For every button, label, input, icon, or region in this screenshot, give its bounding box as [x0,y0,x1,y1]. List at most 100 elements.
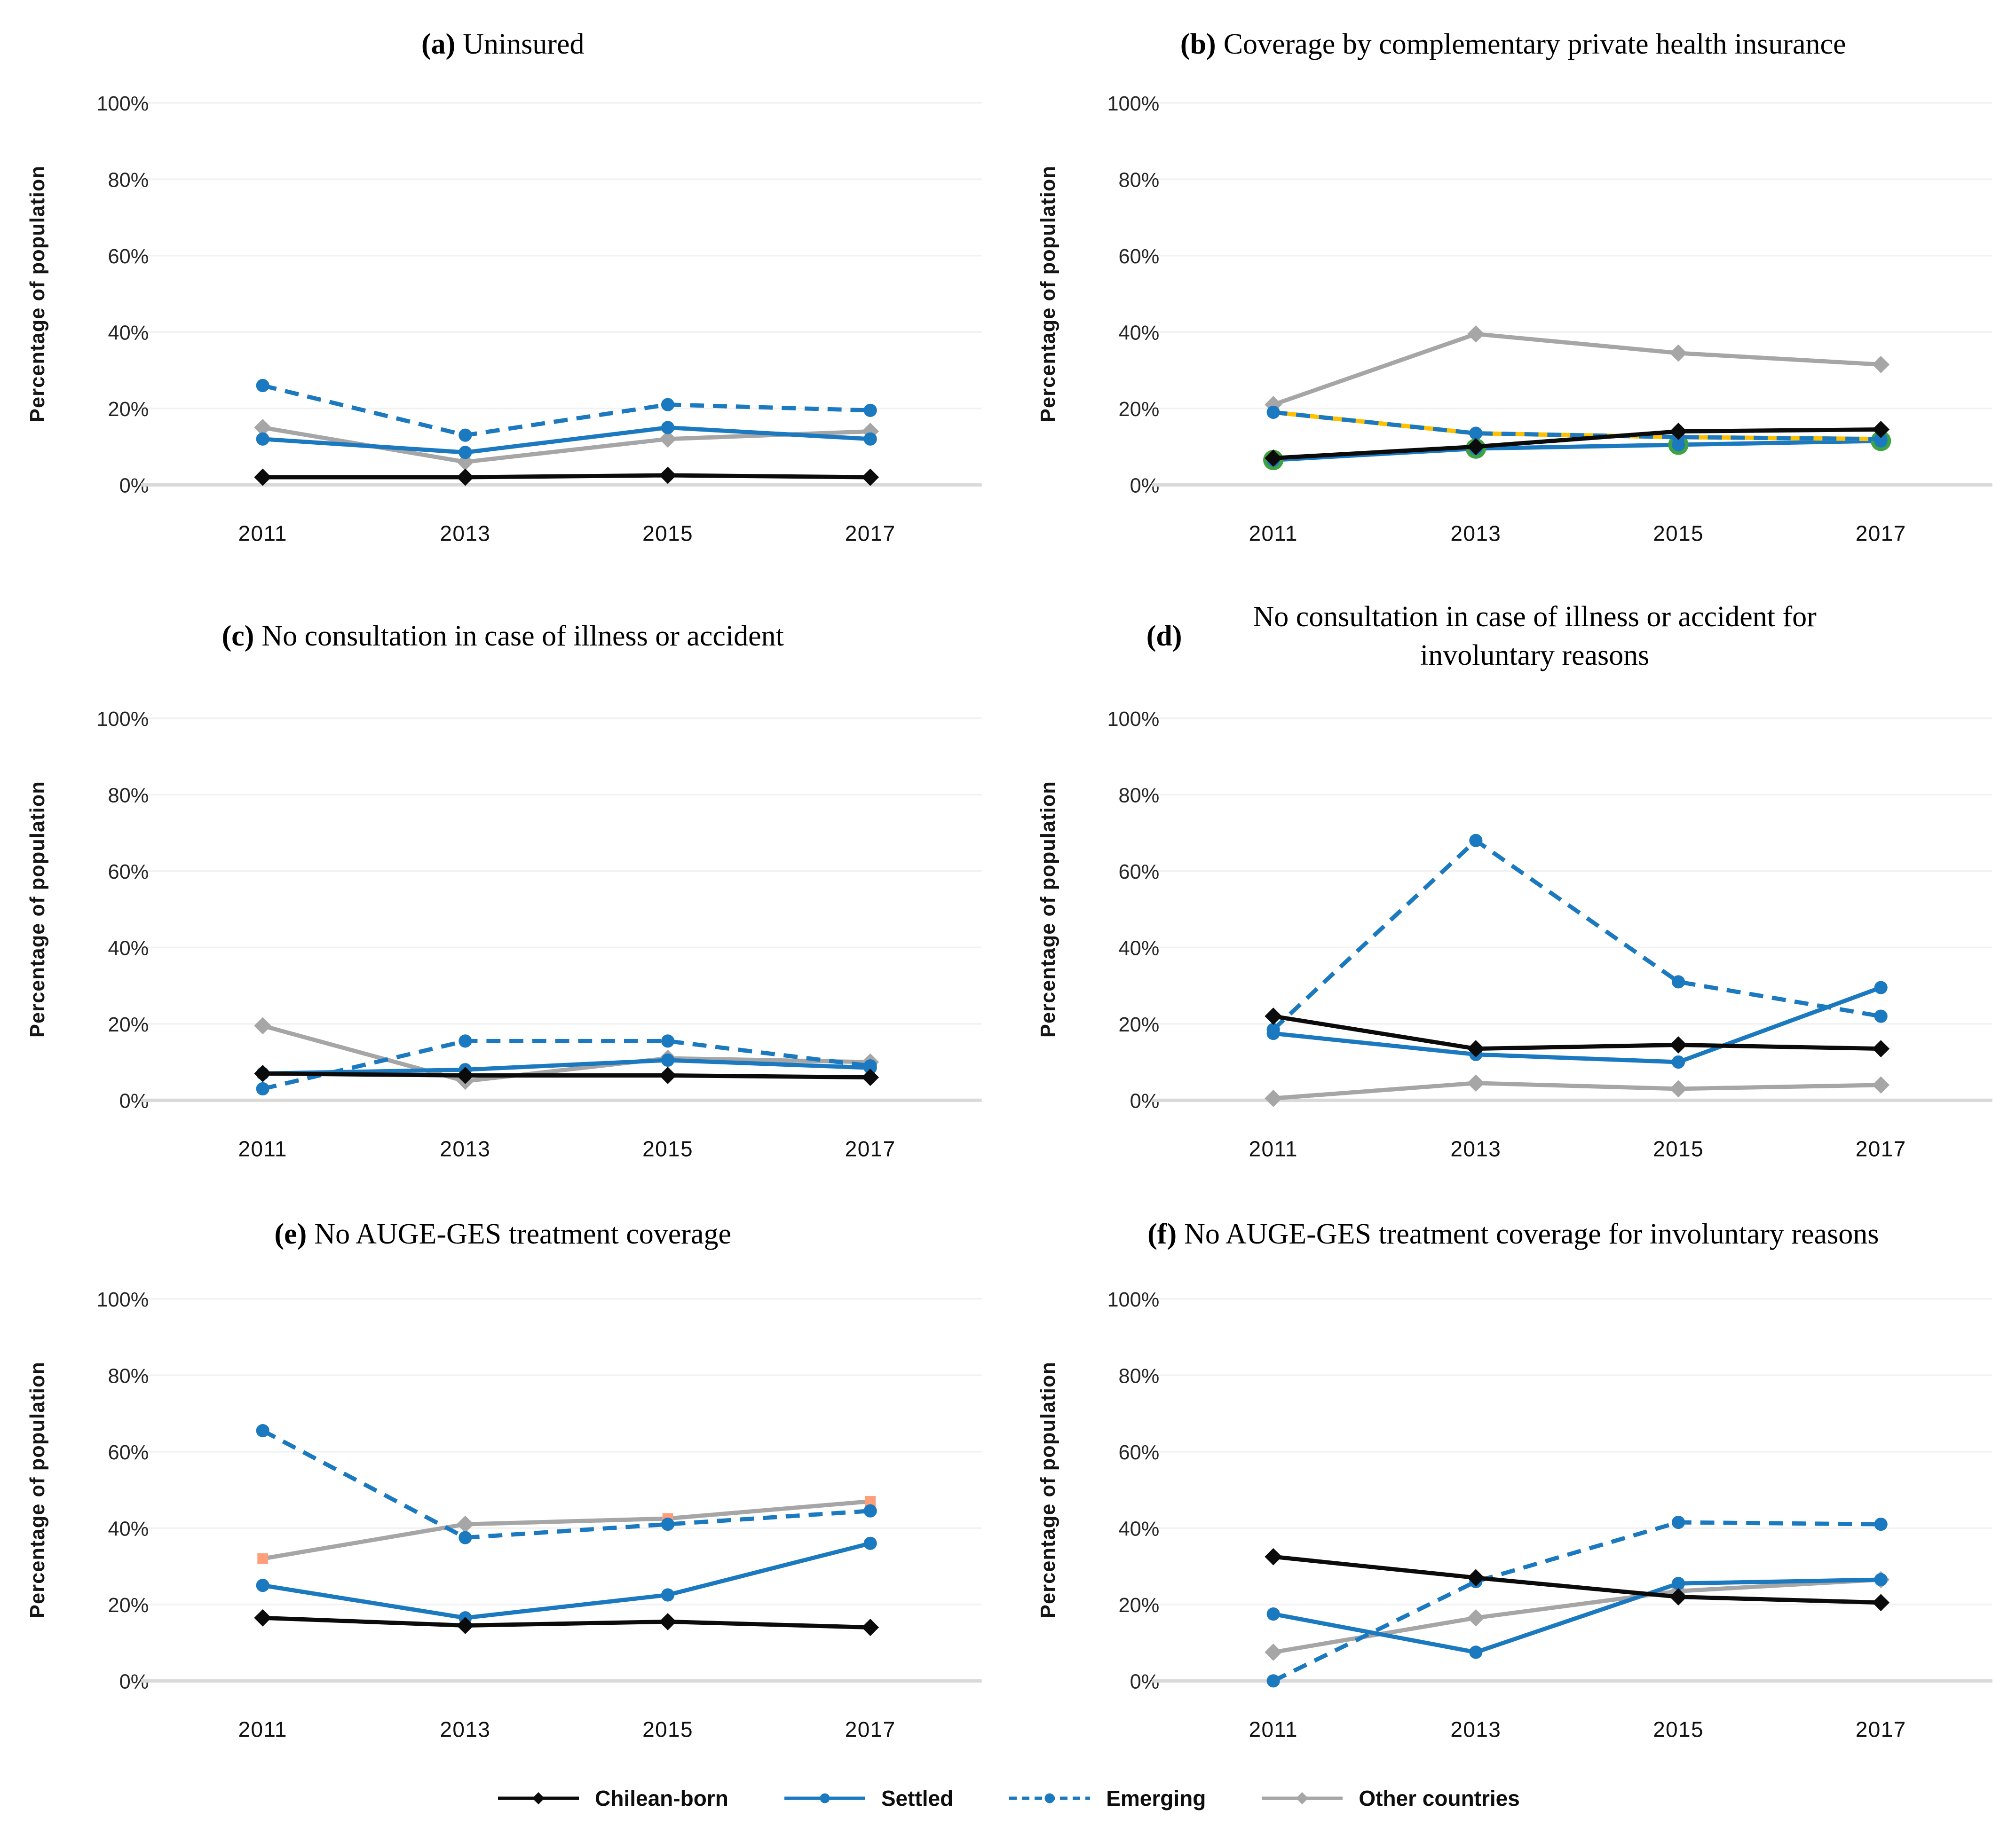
x-tick-label: 2017 [845,1717,896,1741]
series-emerging-markers-c [256,1034,877,1096]
x-tick-label: 2017 [1855,1717,1906,1741]
x-tick-label: 2017 [845,1137,896,1161]
series-settled-line-a [262,425,870,455]
marker-emerging-2015-f [1671,1515,1685,1529]
y-tick-label: 40% [1118,1518,1159,1540]
series-emerging-markers-b [1266,405,1888,446]
panel-f-title: (f) No AUGE-GES treatment coverage for i… [1147,1194,1879,1276]
y-tick-label: 60% [108,861,149,883]
marker-other-2017-b [1872,355,1890,373]
marker-settled-2015-f [1671,1576,1685,1590]
series-emerging-line-c [262,1039,871,1091]
marker-settled-2017-e [863,1536,877,1550]
marker-emerging-2011-e [256,1424,269,1437]
series-emerging-line-f [1272,1520,1881,1683]
marker-other-2015-b [1669,344,1687,362]
series-chilean-born-line-c [262,1071,870,1080]
x-tick-label: 2013 [1450,521,1501,545]
series-chilean-born-line-e [262,1615,870,1629]
series-emerging-line-b [1273,410,1881,441]
marker-emerging-2017-a [863,403,877,417]
y-axis-title: Percentage of population [26,1362,49,1618]
series-emerging-markers-a [256,378,877,442]
y-tick-label: 100% [96,1289,149,1311]
series-emerging-line-e [261,1428,870,1540]
x-tick-label: 2011 [1249,1137,1297,1161]
marker-settled-2015-c [661,1054,675,1067]
marker-emerging-2017-e [863,1504,877,1518]
marker-settled-2011-f [1266,1607,1280,1621]
y-tick-label: 100% [1107,708,1159,731]
y-tick-label: 60% [1118,861,1159,883]
y-axis-title: Percentage of population [1037,165,1059,422]
legend-label: Emerging [1106,1786,1206,1810]
series-settled-line-f [1273,1577,1881,1654]
marker-chilean-born-2011-c [254,1065,272,1083]
panel-b: (b) Coverage by complementary private he… [1029,9,1998,564]
y-tick-label: 100% [1107,93,1159,115]
x-tick-label: 2013 [1450,1717,1501,1741]
marker-other-2011-e [257,1553,269,1564]
y-tick-label: 20% [1118,398,1159,421]
marker-chilean-born-2015-f [1669,1588,1687,1606]
x-tick-label: 2015 [1653,1137,1704,1161]
series-emerging-line-a [262,383,870,438]
x-tick-label: 2011 [238,521,287,545]
marker-other-2011-c [254,1017,272,1035]
marker-chilean-born-2017-b [1872,421,1890,438]
legend-label: Other countries [1359,1786,1520,1810]
marker-settled-2011-a [256,432,269,446]
marker-other-2013-b [1467,325,1485,343]
panel-letter: (b) [1180,28,1216,61]
series-other-line-b [1272,331,1881,407]
marker-chilean-born-2011-e [254,1609,272,1627]
legend-marker [820,1793,830,1803]
marker-chilean-born-2013-c [456,1067,474,1085]
legend-swatch-emerging-icon [1009,1793,1091,1803]
legend-marker [1296,1792,1309,1804]
x-tick-label: 2013 [440,1137,490,1161]
series-settled-line-e [262,1541,871,1620]
marker-other-2011-f [1264,1643,1282,1661]
y-tick-label: 20% [108,398,149,421]
panel-letter: (d) [1146,620,1182,653]
y-tick-label: 20% [108,1014,149,1036]
panel-title-text: Uninsured [463,28,585,61]
panel-f: (f) No AUGE-GES treatment coverage for i… [1029,1194,1998,1760]
marker-settled-2017-d [1874,981,1888,994]
y-tick-label: 20% [1118,1014,1159,1036]
legend-item-emerging: Emerging [1007,1786,1206,1811]
panel-letter: (f) [1147,1218,1177,1251]
marker-chilean-born-2013-b [1467,438,1485,456]
panel-b-title: (b) Coverage by complementary private he… [1180,9,1846,80]
legend-marker [1044,1793,1055,1803]
panel-d-title: (d) No consultation in case of illness o… [1146,578,1880,695]
marker-chilean-born-2017-f [1872,1593,1890,1611]
marker-chilean-born-2011-f [1264,1548,1282,1566]
marker-emerging-2013-e [459,1531,472,1544]
series-settled-markers-e [256,1536,877,1624]
y-axis-title: Percentage of population [26,165,49,422]
series-chilean-born-line-d [1273,1014,1881,1051]
legend-item-settled: Settled [783,1786,953,1811]
marker-emerging-2011-f [1266,1674,1280,1687]
panel-e-title: (e) No AUGE-GES treatment coverage [275,1194,731,1276]
y-tick-label: 60% [1118,1441,1159,1464]
y-axis-title: Percentage of population [26,781,49,1038]
y-tick-label: 20% [1118,1594,1159,1617]
x-tick-label: 2011 [238,1137,287,1161]
legend-swatch-settled-icon [784,1793,865,1803]
x-tick-label: 2015 [642,521,693,545]
marker-emerging-2017-c [863,1059,877,1073]
marker-emerging-2013-b [1469,426,1482,440]
marker-settled-2013-a [459,446,472,459]
series-settled-markers-d [1266,981,1888,1069]
x-tick-label: 2011 [238,1717,287,1741]
y-tick-label: 40% [108,937,149,960]
marker-emerging-2015-e [661,1517,675,1531]
marker-emerging-2011-a [256,378,269,393]
chart-b: 100%80%60%40%20%0%Percentage of populati… [1037,93,1992,545]
panel-title-text: No AUGE-GES treatment coverage for invol… [1184,1218,1879,1251]
panel-letter: (a) [421,28,456,61]
chart-c: 100%80%60%40%20%0%Percentage of populati… [26,708,982,1161]
